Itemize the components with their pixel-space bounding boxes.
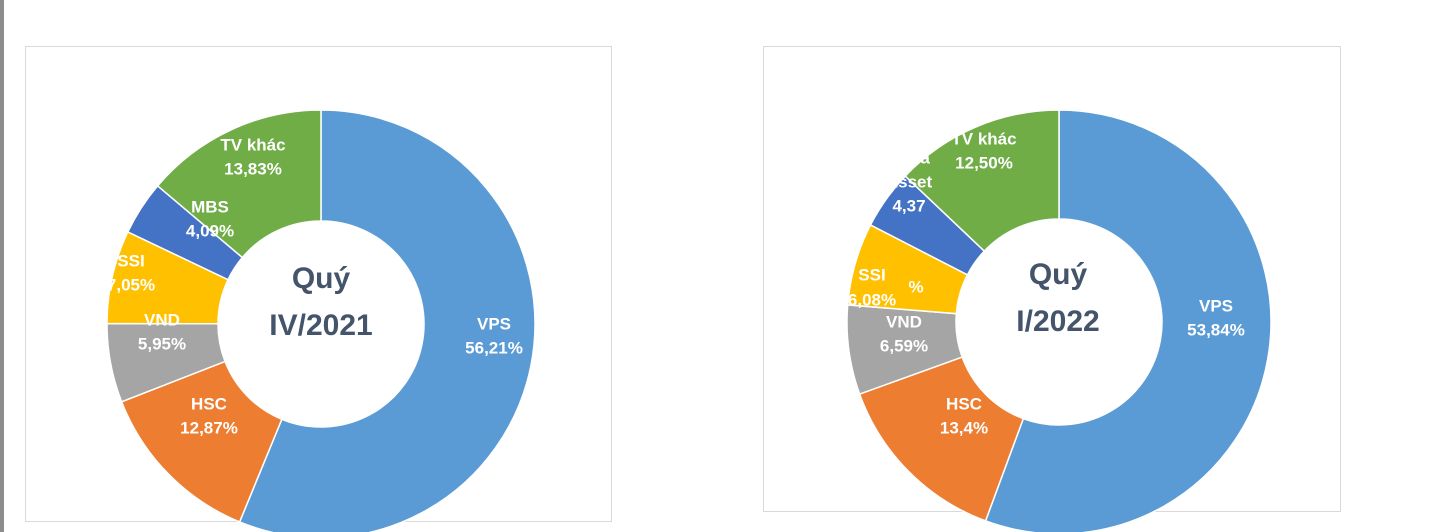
donut-slice-vps bbox=[984, 109, 1272, 532]
donut-center-title: Quý bbox=[1029, 258, 1088, 291]
donut-slice-hsc bbox=[120, 360, 283, 523]
slice-label-ssi: SSI bbox=[858, 265, 885, 284]
slice-label-vps: 53,84% bbox=[1187, 320, 1245, 339]
slice-label-tv-khac: 13,83% bbox=[224, 159, 282, 178]
slice-label-hsc: 13,4% bbox=[940, 418, 988, 437]
slice-label-ssi: SSI bbox=[117, 251, 144, 270]
slice-label-mirra-asset: Mirra bbox=[888, 148, 930, 167]
slice-label-vnd: 5,95% bbox=[138, 334, 186, 353]
chart-panel-q4-2021: VPS 56,21% HSC 12,87% VND 5,95% SSI 7,05% MBS 4,0… bbox=[25, 46, 612, 532]
donut-slice-vps bbox=[238, 109, 536, 532]
slice-label-hsc: 12,87% bbox=[180, 418, 238, 437]
page-left-border bbox=[0, 0, 4, 532]
slice-label-hsc: HSC bbox=[946, 394, 982, 413]
slice-label-vps: VPS bbox=[477, 314, 511, 333]
donut-chart-q1-2022: VPS 53,84% HSC 13,4% VND 6,59% SSI 6,08%% Mirra A… bbox=[846, 109, 1272, 532]
slice-label-mbs: 4,09% bbox=[186, 221, 234, 240]
slice-label-mirra-asset: Asset bbox=[886, 172, 933, 191]
donut-slice-tv-khac bbox=[156, 109, 322, 259]
slice-label-hsc: HSC bbox=[191, 394, 227, 413]
donut-chart-q4-2021: VPS 56,21% HSC 12,87% VND 5,95% SSI 7,05% MBS 4,0… bbox=[106, 109, 536, 532]
slice-label-ssi: % bbox=[908, 277, 923, 296]
slice-label-mirra-asset: 4,37 bbox=[892, 196, 925, 215]
donut-center-title: IV/2021 bbox=[269, 309, 372, 342]
slice-label-ssi: 6,08% bbox=[848, 290, 896, 309]
slice-label-mbs: MBS bbox=[191, 197, 229, 216]
donut-center-title: Quý bbox=[292, 262, 351, 295]
donut-slice-tv-khac bbox=[904, 109, 1060, 253]
donut-center-title: I/2022 bbox=[1016, 305, 1099, 338]
slice-label-tv-khac: TV khác bbox=[220, 135, 285, 154]
slice-label-tv-khac: TV khác bbox=[951, 129, 1016, 148]
slice-label-vnd: VND bbox=[886, 312, 922, 331]
slice-label-vnd: VND bbox=[144, 310, 180, 329]
slice-label-ssi: 7,05% bbox=[107, 275, 155, 294]
donut-slice-hsc bbox=[858, 356, 1025, 522]
slice-label-vnd: 6,59% bbox=[880, 336, 928, 355]
slice-label-vps: VPS bbox=[1199, 296, 1233, 315]
slice-label-tv-khac: 12,50% bbox=[955, 153, 1013, 172]
chart-panel-q1-2022: VPS 53,84% HSC 13,4% VND 6,59% SSI 6,08%% Mirra A… bbox=[763, 46, 1341, 532]
slice-label-vps: 56,21% bbox=[465, 338, 523, 357]
